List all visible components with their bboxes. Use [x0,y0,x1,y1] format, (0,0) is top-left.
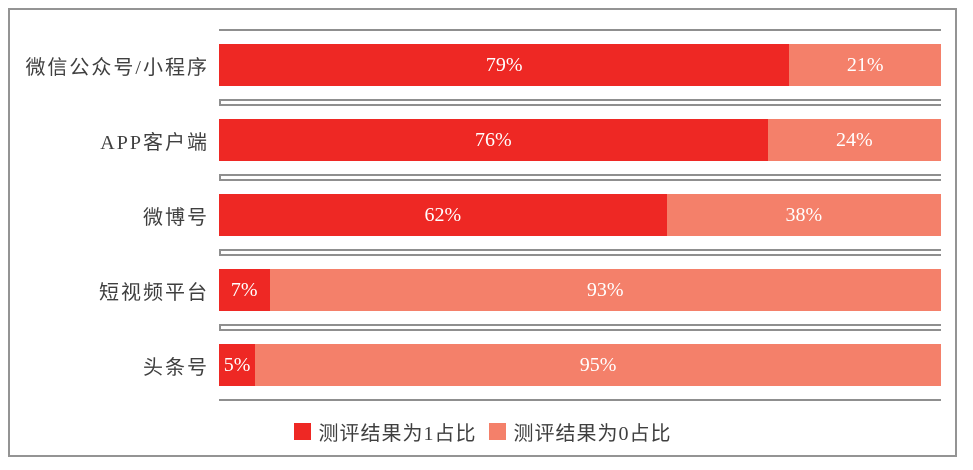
bar-lane: 62% 38% [219,179,941,251]
segment-value-label: 38% [785,203,823,226]
bar-lane: 7% 93% [219,254,941,326]
bar-segment-series2: 38% [666,194,941,236]
bar-segment-series1: 62% [219,194,667,236]
legend-label-series2: 测评结果为0占比 [513,422,672,445]
bar-segment-series1: 76% [219,119,768,161]
legend-swatch-series1 [293,422,311,440]
bar-lane: 79% 21% [219,29,941,101]
legend-item-series1: 测评结果为1占比 [293,417,477,446]
category-label: APP客户端 [100,131,209,154]
bar-row: 微信公众号/小程序 79% 21% [10,29,941,101]
legend-label-series1: 测评结果为1占比 [318,422,477,445]
bar-segment-series2: 95% [255,344,941,386]
bar-segment-series2: 93% [269,269,941,311]
category-label: 微博号 [143,206,209,229]
legend: 测评结果为1占比 测评结果为0占比 [10,414,955,448]
segment-value-label: 62% [424,203,462,226]
bar-lane: 5% 95% [219,329,941,401]
plot-area: 微信公众号/小程序 79% 21% APP客户端 [10,29,941,404]
legend-item-series2: 测评结果为0占比 [488,417,672,446]
segment-value-label: 24% [836,128,873,151]
legend-swatch-series2 [488,422,506,440]
segment-value-label: 79% [485,53,523,76]
stacked-bar: 62% 38% [219,194,941,236]
category-label: 短视频平台 [99,281,209,304]
bar-row: APP客户端 76% 24% [10,104,941,176]
segment-value-label: 95% [579,353,617,376]
stacked-bar: 7% 93% [219,269,941,311]
stacked-bar: 79% 21% [219,44,941,86]
stacked-bar: 76% 24% [219,119,941,161]
stacked-bar: 5% 95% [219,344,941,386]
category-label: 微信公众号/小程序 [25,56,209,79]
segment-value-label: 21% [846,53,884,76]
bar-row: 头条号 5% 95% [10,329,941,401]
bar-segment-series1: 5% [219,344,256,386]
bar-segment-series2: 21% [789,44,941,86]
bar-segment-series1: 79% [219,44,790,86]
segment-value-label: 7% [230,278,258,301]
segment-value-label: 93% [586,278,624,301]
category-label: 头条号 [143,356,209,379]
bar-row: 微博号 62% 38% [10,179,941,251]
segment-value-label: 5% [223,353,251,376]
segment-value-label: 76% [475,128,512,151]
bar-segment-series2: 24% [767,119,941,161]
bar-row: 短视频平台 7% 93% [10,254,941,326]
bar-segment-series1: 7% [219,269,270,311]
chart-frame: 微信公众号/小程序 79% 21% APP客户端 [8,8,957,457]
bar-lane: 76% 24% [219,104,941,176]
